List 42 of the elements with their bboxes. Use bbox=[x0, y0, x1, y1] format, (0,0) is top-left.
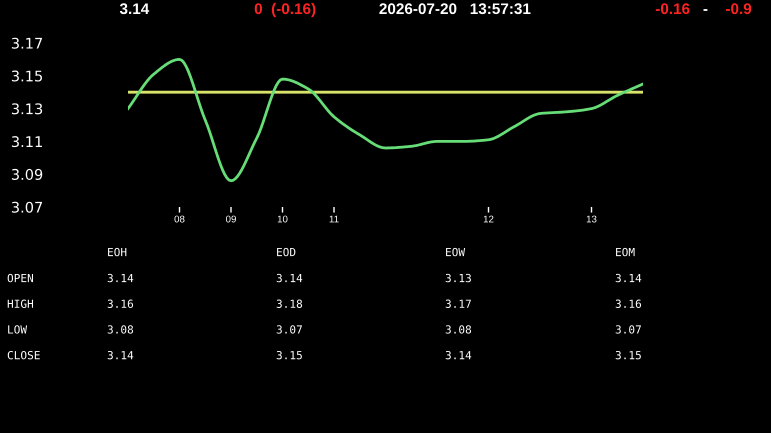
x-tick-label: 10 bbox=[278, 216, 288, 222]
y-tick-label: 3.09 bbox=[12, 168, 42, 180]
text: 3.08 bbox=[446, 325, 472, 334]
text: 3.16 bbox=[108, 300, 134, 308]
text: 3.07 bbox=[276, 325, 302, 334]
text: 3.15 bbox=[616, 350, 641, 360]
text: 3.14 bbox=[446, 350, 472, 360]
text: 3.16 bbox=[616, 300, 642, 308]
category-label: OPEN bbox=[8, 274, 34, 282]
y-tick-label: 3.13 bbox=[12, 103, 42, 114]
x-tick-label: 09 bbox=[226, 216, 236, 222]
text: 3.14 bbox=[276, 274, 302, 282]
text: 3.14 bbox=[108, 350, 134, 360]
y-tick-label: 3.11 bbox=[12, 136, 42, 148]
text: 3.07 bbox=[616, 325, 641, 334]
category-label: EOW bbox=[446, 248, 466, 256]
x-tick-label: 12 bbox=[484, 216, 494, 222]
text: 3.14 bbox=[616, 274, 642, 282]
text: 3.14 bbox=[120, 3, 150, 14]
text: 0 (-0.16) bbox=[254, 2, 316, 18]
text: -0.16 bbox=[656, 3, 690, 14]
x-tick-label: 13 bbox=[586, 216, 596, 222]
category-label: EOM bbox=[616, 248, 635, 256]
category-label: EOD bbox=[277, 248, 296, 256]
y-tick-label: 3.07 bbox=[12, 202, 42, 213]
text: -0.9 bbox=[726, 3, 752, 14]
text: 3.18 bbox=[276, 300, 302, 308]
text: 2026-07-20 13:57:31 bbox=[379, 3, 530, 14]
x-tick-label: 11 bbox=[330, 216, 339, 222]
text: - bbox=[704, 9, 708, 11]
y-tick-label: 3.17 bbox=[12, 38, 42, 49]
text: 3.14 bbox=[108, 274, 134, 282]
text: 3.08 bbox=[108, 325, 134, 334]
x-tick-label: 08 bbox=[174, 216, 184, 222]
category-label: LOW bbox=[8, 325, 28, 334]
category-label: EOH bbox=[108, 248, 126, 256]
text: 3.15 bbox=[276, 350, 302, 360]
text: 3.17 bbox=[446, 300, 471, 308]
category-label: CLOSE bbox=[8, 350, 40, 360]
y-tick-label: 3.15 bbox=[12, 70, 42, 82]
category-label: HIGH bbox=[8, 300, 34, 308]
text: 3.13 bbox=[446, 274, 471, 282]
